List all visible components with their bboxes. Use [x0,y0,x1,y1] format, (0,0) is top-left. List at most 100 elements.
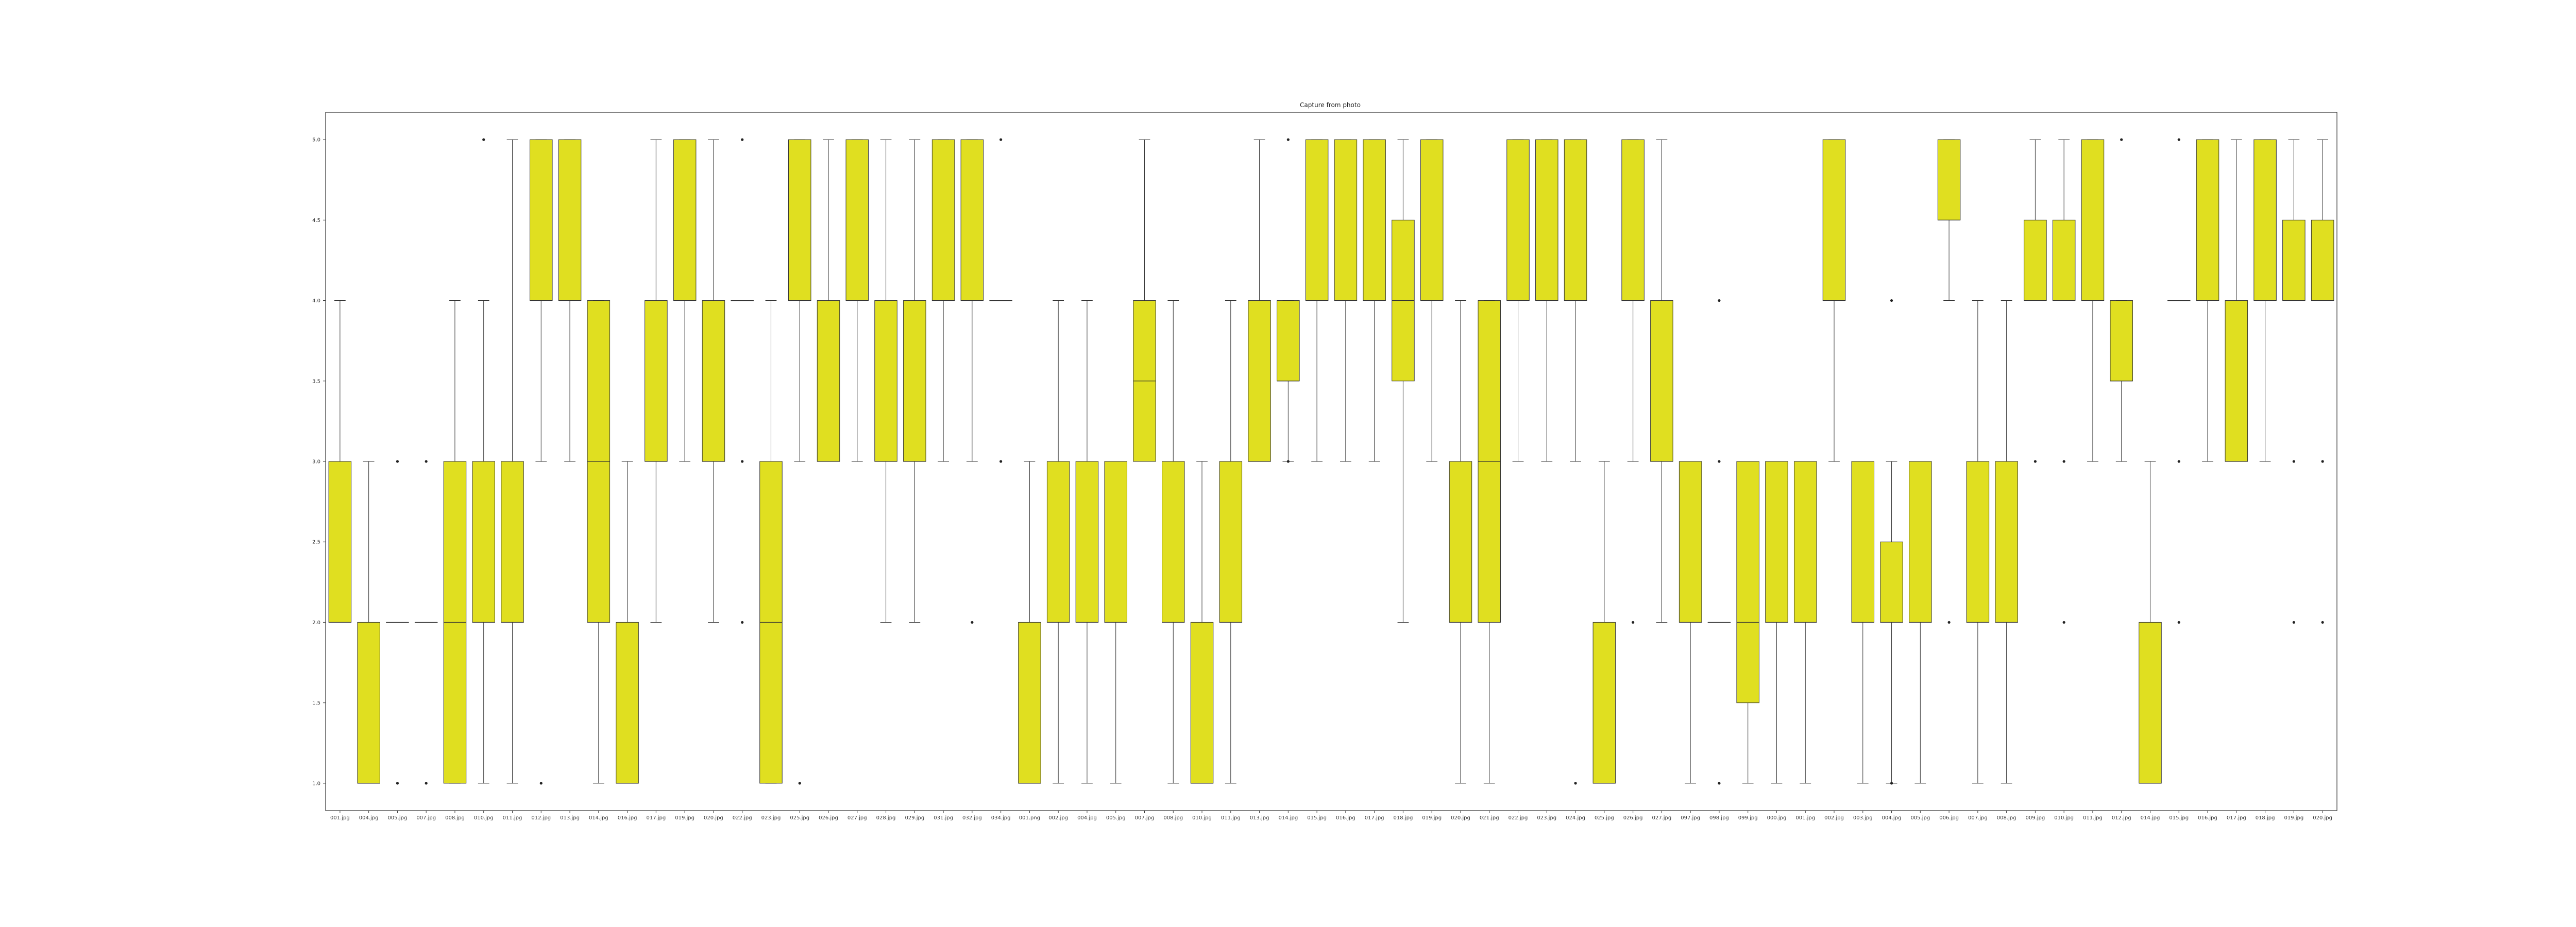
x-tick-label: 031.jpg [934,815,953,821]
outlier-point [1632,621,1635,624]
outlier-point [1890,299,1893,302]
x-tick-label: 009.jpg [2026,815,2045,821]
box [1248,300,1271,462]
x-tick-label: 015.jpg [2169,815,2189,821]
box [1018,622,1041,784]
x-tick-label: 016.jpg [1336,815,1355,821]
outlier-point [1286,460,1290,463]
outlier-point [2321,621,2324,624]
outlier-point [741,138,744,141]
x-tick-label: 024.jpg [1566,815,1585,821]
x-tick-label: 002.jpg [1048,815,1068,821]
outlier-point [539,782,543,785]
box [845,139,869,301]
box [2139,622,2162,784]
box [558,139,582,301]
x-tick-label: 022.jpg [733,815,752,821]
x-tick-label: 011.jpg [503,815,522,821]
x-tick-label: 022.jpg [1509,815,1528,821]
x-tick-label: 007.jpg [1968,815,1988,821]
x-tick-label: 012.jpg [2112,815,2131,821]
x-tick-label: 017.jpg [2227,815,2246,821]
outlier-point [1574,782,1577,785]
box [788,139,811,301]
x-tick-label: 018.jpg [1394,815,1413,821]
x-tick-label: 011.jpg [1221,815,1241,821]
x-tick-label: 020.jpg [704,815,723,821]
outlier-point [1286,138,1290,141]
box [1851,461,1875,623]
box [1104,461,1127,623]
outlier-point [999,138,1003,141]
box [1506,139,1530,301]
box [960,139,984,301]
x-tick-label: 017.jpg [1365,815,1384,821]
box [1420,139,1444,301]
x-tick-label: 010.jpg [1192,815,1212,821]
x-tick-label: 019.jpg [2284,815,2303,821]
box [2253,139,2277,301]
outlier-point [1890,782,1893,785]
outlier-point [482,138,485,141]
outlier-point [2033,460,2037,463]
x-tick-label: 010.jpg [2054,815,2074,821]
box [2311,219,2334,301]
box [328,461,352,623]
x-tick-label: 005.jpg [1106,815,1126,821]
x-tick-label: 016.jpg [618,815,637,821]
outlier-point [2062,460,2065,463]
box [501,461,524,623]
x-tick-label: 006.jpg [1939,815,1959,821]
box [472,461,495,623]
box [1909,461,1932,623]
box [1937,139,1961,220]
box [673,139,697,301]
x-tick-label: 010.jpg [474,815,494,821]
chart-title: Capture from photo [1300,101,1361,109]
box [1334,139,1358,301]
x-tick-label: 014.jpg [589,815,608,821]
box [1793,461,1817,623]
x-tick-label: 032.jpg [962,815,982,821]
outlier-point [1947,621,1951,624]
box [1535,139,1558,301]
box [1650,300,1673,462]
box [1880,541,1903,623]
outlier-point [1718,782,1721,785]
outlier-point [2177,138,2180,141]
y-tick-label: 3.0 [312,459,320,465]
outlier-point [2321,460,2324,463]
y-tick-label: 4.0 [312,298,320,304]
box [1592,622,1616,784]
x-tick-label: 014.jpg [2141,815,2160,821]
outlier-point [1718,299,1721,302]
x-tick-label: 025.jpg [790,815,809,821]
box [1190,622,1214,784]
x-tick-label: 021.jpg [1480,815,1499,821]
box [2024,219,2047,301]
box [645,300,668,462]
x-tick-label: 026.jpg [1623,815,1643,821]
x-tick-label: 025.jpg [1595,815,1614,821]
x-tick-label: 023.jpg [1537,815,1556,821]
plot-area: 1.0 1.5 2.0 2.5 3.0 3.5 4.0 4.5 5.0 001.jpg 004.jp… [312,138,2334,821]
x-tick-label: 004.jpg [1077,815,1097,821]
x-tick-label: 001.jpg [330,815,350,821]
y-tick-label: 1.0 [312,781,320,786]
outlier-point [2292,460,2295,463]
box [1822,139,1846,301]
box [1736,461,1759,703]
box [1162,461,1185,623]
x-tick-label: 013.jpg [1250,815,1269,821]
outlier-point [798,782,801,785]
outlier-point [999,460,1003,463]
outlier-point [425,782,428,785]
box [817,300,840,462]
box [2052,219,2076,301]
y-tick-label: 4.5 [312,218,320,224]
x-tick-label: 003.jpg [1853,815,1873,821]
box [931,139,955,301]
box [530,139,553,301]
x-tick-label: 097.jpg [1681,815,1700,821]
